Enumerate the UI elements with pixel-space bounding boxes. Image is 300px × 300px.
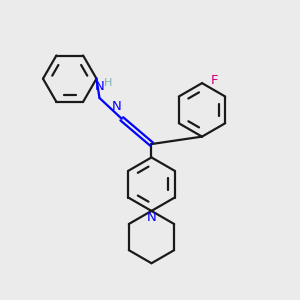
Text: N: N: [147, 211, 156, 224]
Text: H: H: [103, 78, 112, 88]
Text: N: N: [94, 80, 104, 93]
Text: N: N: [112, 100, 121, 113]
Text: F: F: [210, 74, 218, 87]
